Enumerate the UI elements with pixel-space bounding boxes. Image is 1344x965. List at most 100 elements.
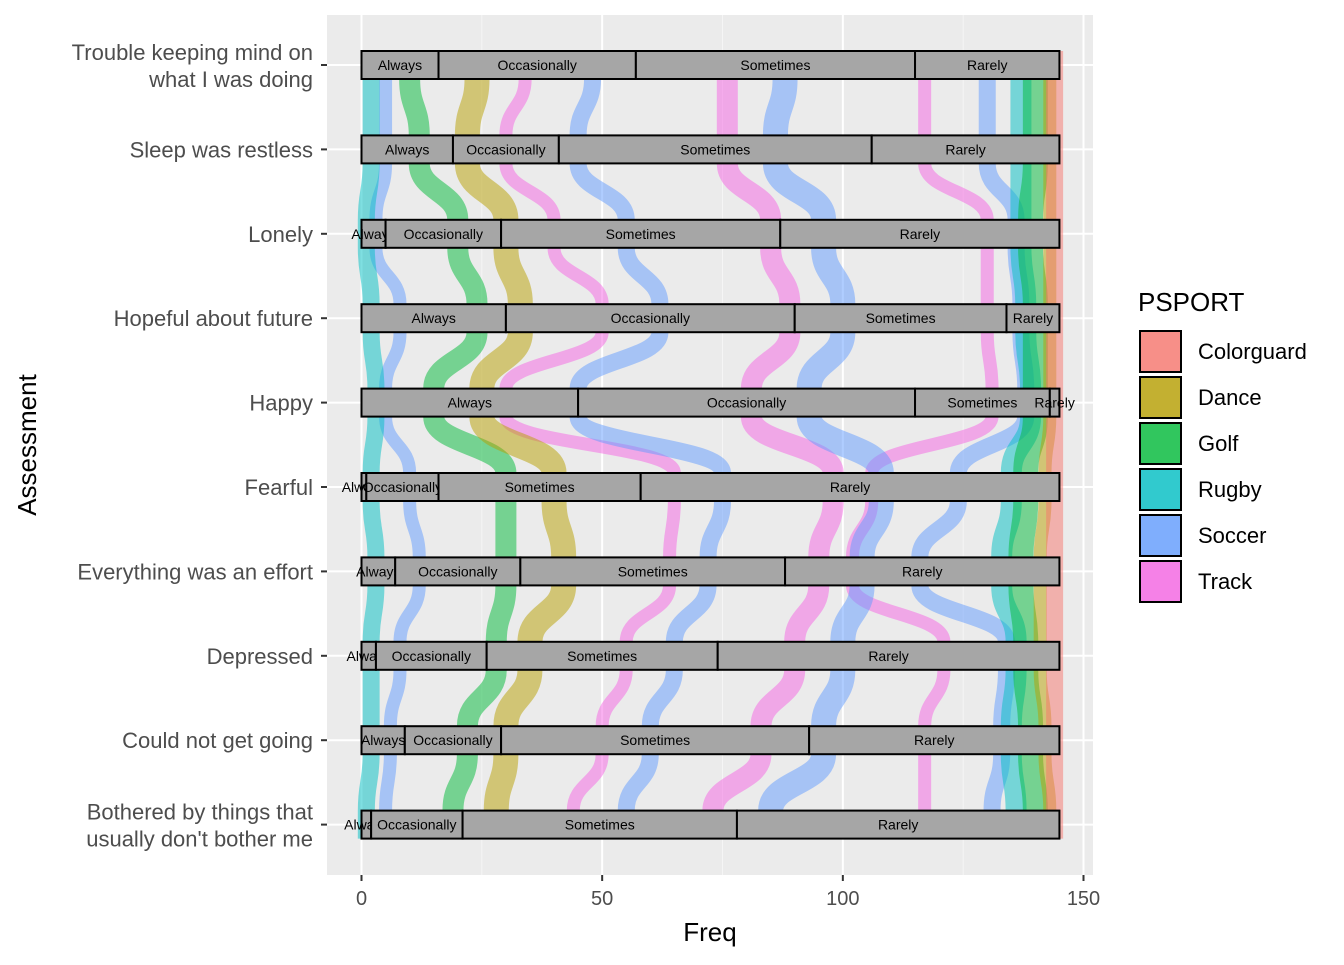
flow-band-golf	[399, 51, 517, 839]
stratum-label: Sometimes	[505, 479, 575, 495]
legend-swatch	[1139, 514, 1182, 557]
stratum-label: Rarely	[868, 648, 908, 664]
stratum-box	[500, 218, 782, 249]
legend-label: Rugby	[1198, 477, 1262, 502]
legend-label: Track	[1198, 569, 1253, 594]
stratum-label: Sometimes	[567, 648, 637, 664]
stratum-label: Occasionally	[611, 310, 690, 326]
legend-label: Golf	[1198, 431, 1239, 456]
y-tick-label: Trouble keeping mind on what I was doing	[72, 40, 313, 92]
legend-swatch	[1139, 330, 1182, 373]
axis-layer: 0 50 100 150 Trouble keeping mind on what I w…	[72, 40, 1101, 910]
y-tick-label: Hopeful about future	[114, 306, 313, 331]
stratum-label: Sometimes	[606, 226, 676, 242]
legend-swatch	[1139, 560, 1182, 603]
x-tick-label: 100	[826, 888, 859, 910]
legend-item-golf: Golf	[1139, 422, 1239, 465]
stratum-box	[914, 50, 1061, 80]
stratum-box	[360, 50, 440, 80]
stratum-label: Sometimes	[947, 395, 1017, 411]
stratum-box	[914, 387, 1051, 418]
stratum-row: Always Occasionally Sometimes Rarely	[360, 387, 1075, 418]
flow-band-rugby	[357, 51, 385, 839]
stratum-box	[557, 134, 873, 165]
legend-item-soccer: Soccer	[1139, 514, 1266, 557]
stratum-box	[808, 725, 1061, 756]
flow-band-dance	[454, 51, 577, 839]
legend-item-rugby: Rugby	[1139, 468, 1262, 511]
y-tick-label: Sleep was restless	[130, 137, 313, 162]
stratum-box	[639, 472, 1061, 502]
flow-band-track	[845, 51, 999, 839]
stratum-label: Occasionally	[707, 395, 786, 411]
stratum-box	[519, 556, 787, 587]
stratum-box	[370, 809, 464, 840]
stratum-label: Rarely	[900, 226, 940, 242]
y-tick-label: Depressed	[207, 644, 313, 669]
legend-item-track: Track	[1139, 560, 1253, 603]
stratum-label: Rarely	[1034, 395, 1074, 411]
stratum-label: Rarely	[902, 563, 942, 579]
stratum-label: Rarely	[967, 57, 1007, 73]
stratum-box	[500, 725, 811, 756]
stratum-label: Rarely	[945, 141, 985, 157]
stratum-box	[793, 303, 1008, 334]
legend-label: Colorguard	[1198, 339, 1307, 364]
stratum-label: Occasionally	[418, 563, 497, 579]
flow-band-soccer	[369, 51, 426, 839]
stratum-label: Sometimes	[866, 310, 936, 326]
stratum-label: Occasionally	[377, 817, 456, 833]
stratum-label: Sometimes	[618, 563, 688, 579]
y-axis-title: Assessment	[12, 373, 42, 515]
y-tick-label: Happy	[249, 391, 313, 416]
legend-label: Soccer	[1198, 523, 1266, 548]
y-tick-label: Fearful	[245, 475, 313, 500]
stratum-box	[360, 134, 454, 165]
stratum-label: Sometimes	[565, 817, 635, 833]
flow-band-soccer	[569, 51, 731, 839]
stratum-label: Always	[361, 732, 405, 748]
x-tick-label: 0	[356, 888, 367, 910]
flow-band-track	[499, 51, 681, 839]
stratum-box	[437, 472, 642, 502]
stratum-label: Occasionally	[363, 479, 442, 495]
stratum-box	[360, 218, 387, 249]
stratum-label: Always	[412, 310, 456, 326]
stratum-label: Rarely	[1013, 310, 1053, 326]
strata-layer: Always Occasionally Sometimes Rarely Always O…	[342, 50, 1075, 840]
stratum-box	[735, 809, 1061, 840]
stratum-box	[870, 134, 1061, 165]
y-tick-label: Bothered by things that usually don't bot…	[86, 800, 313, 852]
stratum-box	[716, 640, 1061, 671]
stratum-label: Rarely	[914, 732, 954, 748]
stratum-box	[1005, 303, 1061, 334]
flow-band-golf	[1008, 51, 1048, 839]
stratum-label: Sometimes	[740, 57, 810, 73]
stratum-label: Always	[448, 395, 492, 411]
legend-swatch	[1139, 422, 1182, 465]
x-axis-title: Freq	[683, 917, 736, 947]
legend-item-dance: Dance	[1139, 376, 1262, 419]
legend: PSPORT Colorguard Dance Golf Rugby Soccer Tra…	[1138, 287, 1307, 603]
stratum-label: Occasionally	[404, 226, 483, 242]
stratum-row: Always Occasionally Sometimes Rarely	[360, 303, 1061, 334]
stratum-label: Sometimes	[620, 732, 690, 748]
legend-swatch	[1139, 376, 1182, 419]
stratum-box	[577, 387, 917, 418]
legend-label: Dance	[1198, 385, 1262, 410]
stratum-label: Rarely	[878, 817, 918, 833]
stratum-label: Always	[385, 141, 429, 157]
stratum-label: Rarely	[830, 479, 870, 495]
stratum-box	[504, 303, 796, 334]
stratum-box	[485, 640, 719, 671]
stratum-box	[360, 725, 406, 756]
stratum-box	[360, 556, 397, 587]
